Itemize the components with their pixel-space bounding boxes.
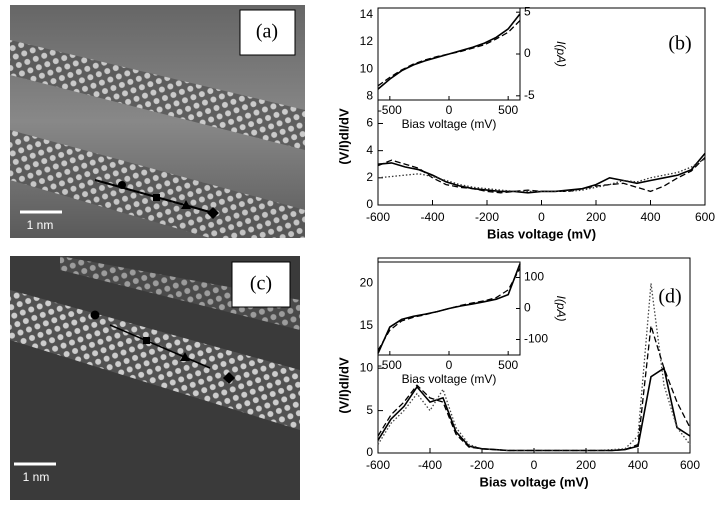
y-tick-label: 4 [366,143,373,157]
inset-y2-axis-label: I(pA) [554,295,568,321]
x-tick-label: -600 [366,210,390,224]
inset-y2-tick-label: 0 [524,46,531,60]
inset-y2-tick-label: -100 [524,332,548,346]
y-tick-label: 8 [366,88,373,102]
inset-y2-axis-label: I(pA) [554,41,568,67]
inset-x-axis-label: Bias voltage (mV) [402,372,497,386]
scale-bar-label: 1 nm [23,470,50,484]
x-tick-label: 600 [680,458,700,472]
y-tick-label: 14 [360,7,374,21]
data-line [377,325,691,452]
x-axis-label: Bias voltage (mV) [487,226,596,241]
y-tick-label: 10 [360,61,374,75]
x-tick-label: 0 [531,458,538,472]
x-tick-label: 200 [576,458,596,472]
data-line [377,158,706,193]
x-tick-label: 400 [640,210,660,224]
scale-bar-label: 1 nm [27,218,54,232]
inset-x-tick-label: 500 [498,358,518,372]
x-tick-label: -400 [420,210,444,224]
stm-image-c: (c) 1 nm [10,256,300,500]
data-line [377,13,521,90]
inset-x-tick-label: 0 [446,103,453,117]
x-tick-label: -600 [366,458,390,472]
x-tick-label: -400 [418,458,442,472]
data-line [377,152,706,194]
panel-label: (d) [658,286,681,308]
x-tick-label: -200 [470,458,494,472]
y-tick-label: 0 [366,445,373,459]
inset-x-tick-label: -500 [378,358,402,372]
panel-label: (c) [250,273,272,295]
panel-label: (a) [256,21,278,43]
stm-image-a: (a) 1 nm [10,5,305,238]
x-tick-label: 0 [538,210,545,224]
y-tick-label: 10 [360,360,374,374]
inset-y2-tick-label: 0 [524,301,531,315]
data-line [377,267,521,351]
y-tick-label: 15 [360,318,374,332]
inset-x-tick-label: -500 [378,103,402,117]
data-line [377,20,521,87]
data-line [377,263,521,354]
x-axis-label: Bias voltage (mV) [479,474,588,489]
y-axis-label: (V/I)dI/dV [336,357,351,414]
y-axis-label: (V/I)dI/dV [336,108,351,165]
y-tick-label: 5 [366,403,373,417]
inset-x-axis-label: Bias voltage (mV) [402,117,497,131]
x-tick-label: 400 [628,458,648,472]
panel-label: (b) [668,33,691,55]
x-tick-label: -200 [475,210,499,224]
inset-x-tick-label: 0 [446,358,453,372]
y-tick-label: 6 [366,116,373,130]
y-tick-label: 0 [366,197,373,211]
x-tick-label: 200 [586,210,606,224]
y-tick-label: 20 [360,276,374,290]
inset-y2-tick-label: 5 [524,4,531,18]
x-tick-label: 600 [695,210,715,224]
inset-y2-tick-label: 100 [524,270,544,284]
y-tick-label: 12 [360,34,374,48]
inset-x-tick-label: 500 [498,103,518,117]
y-tick-label: 2 [366,170,373,184]
inset-y2-tick-label: -5 [524,88,535,102]
data-line [377,366,691,452]
data-line [377,283,691,452]
